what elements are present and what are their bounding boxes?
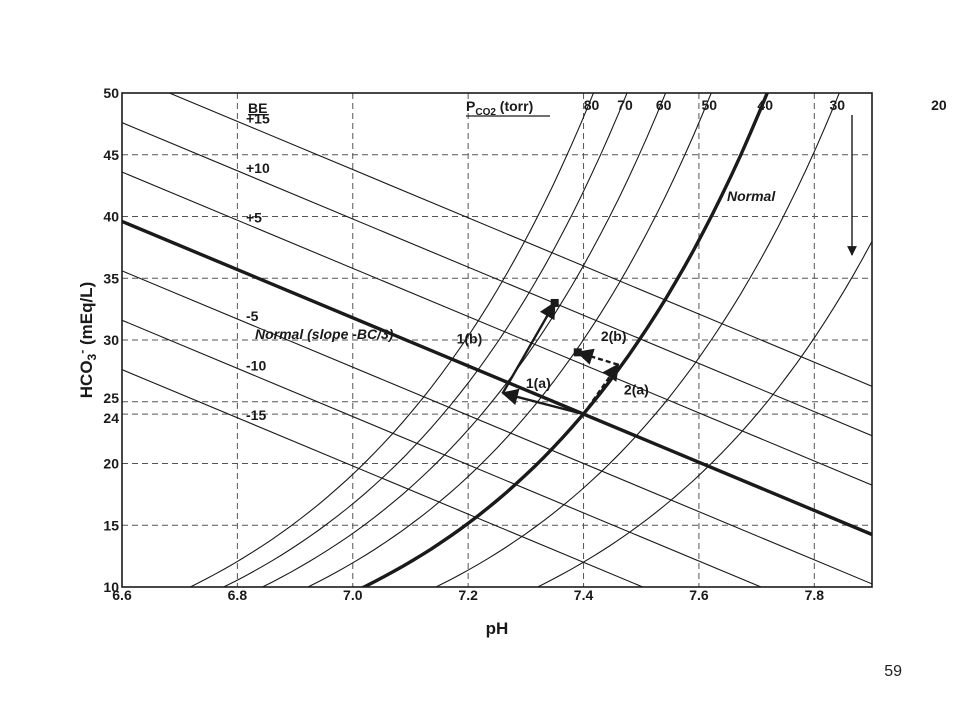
annotation-1b: 1(b): [457, 331, 483, 347]
endpoint-2b: [573, 348, 582, 357]
pco2-unit: (torr): [500, 98, 533, 114]
y-tick-label-2: 20: [103, 456, 119, 472]
path-1a: [501, 388, 584, 416]
be-line-0: [167, 93, 872, 387]
x-tick-label-4: 7.4: [574, 587, 594, 603]
y-tick-label-1: 15: [103, 517, 119, 533]
axis-ticks: 6.6 6.8 7.0 7.2 7.4 7.6 7.8 10 15 20 24 25 30 35 40 45 5…: [103, 85, 824, 603]
path-2a: [582, 363, 620, 415]
normal-be-label: Normal (slope -BC/3): [255, 326, 394, 342]
be-label-5: -10: [246, 358, 266, 374]
be-label-2: +5: [246, 209, 262, 225]
path-1b: [501, 301, 556, 394]
normal-isobar-label: Normal: [727, 188, 776, 204]
y-tick-label-9: 50: [103, 85, 119, 101]
y-tick-label-4: 25: [103, 390, 119, 406]
annotation-1a: 1(a): [526, 375, 551, 391]
isobar-20: [536, 241, 872, 587]
x-tick-label-5: 7.6: [689, 587, 709, 603]
page-number: 59: [884, 663, 902, 680]
be-line-4: [122, 270, 872, 585]
isobar-label-60: 60: [656, 97, 672, 113]
x-tick-label-2: 7.0: [343, 587, 363, 603]
y-tick-label-6: 35: [103, 270, 119, 286]
be-label-6: -15: [246, 407, 266, 423]
y-tick-label-3: 24: [103, 410, 119, 426]
x-tick-label-6: 7.8: [805, 587, 825, 603]
be-line-normal: [122, 219, 872, 537]
be-legend-title: BE: [248, 100, 267, 116]
isobar-label-40: 40: [757, 97, 773, 113]
endpoint-1b: [550, 298, 559, 307]
pco2-legend-title: PCO2 (torr): [466, 98, 533, 118]
be-line-6: [122, 369, 645, 587]
isobar-80: [188, 93, 595, 587]
y-axis-label: HCO3- (mEq/L): [75, 282, 99, 398]
isobar-label-30: 30: [829, 97, 845, 113]
x-axis-label: pH: [486, 619, 509, 638]
isobar-40: [360, 93, 770, 587]
x-tick-label-3: 7.2: [458, 587, 478, 603]
path-2b: [576, 348, 619, 366]
isobar-label-70: 70: [617, 97, 633, 113]
grid: [121, 92, 872, 588]
pco2-subscript: CO2: [475, 107, 496, 118]
pco2-letter: P: [466, 98, 475, 114]
be-line-1: [122, 122, 872, 437]
isobar-label-20: 20: [931, 97, 947, 113]
y-tick-label-5: 30: [103, 332, 119, 348]
be-label-1: +10: [246, 160, 270, 176]
be-line-2: [122, 171, 872, 486]
be-label-4: -5: [246, 308, 259, 324]
be-label-0: +15: [246, 111, 270, 127]
pco2-isobars: [188, 93, 872, 587]
y-tick-label-0: 10: [103, 579, 119, 595]
isobar-60: [261, 93, 667, 587]
compensation-paths: 1(a) 1(b) 2(a) 2(b): [457, 115, 857, 416]
isobar-label-80: 80: [584, 97, 600, 113]
isobar-50: [306, 93, 712, 587]
plot-frame: [121, 92, 873, 588]
isobar-30: [434, 93, 840, 587]
isobar-label-50: 50: [701, 97, 717, 113]
be-line-5: [122, 319, 763, 587]
y-tick-label-8: 45: [103, 147, 119, 163]
annotation-2b: 2(b): [601, 328, 627, 344]
isobar-70: [222, 93, 628, 587]
annotation-2a: 2(a): [624, 381, 649, 397]
x-tick-label-0: 6.6: [112, 587, 132, 603]
base-excess-lines: [122, 93, 872, 587]
y-tick-label-7: 40: [103, 209, 119, 225]
x-tick-label-1: 6.8: [228, 587, 248, 603]
